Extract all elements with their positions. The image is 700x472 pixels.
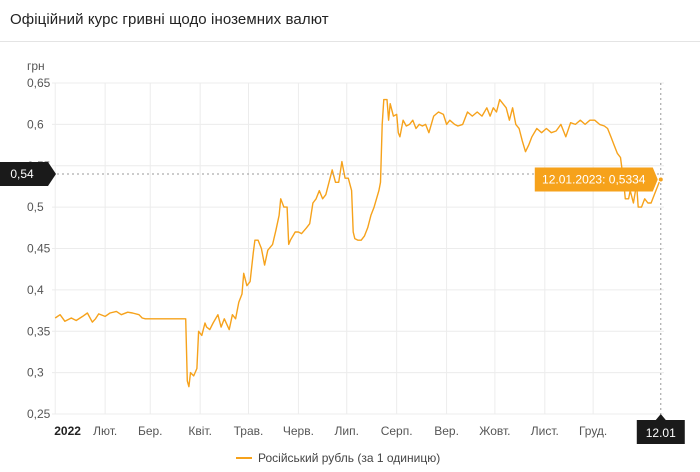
y-crosshair-flag xyxy=(0,162,56,187)
x-tick-label: Лист. xyxy=(531,424,559,438)
axes: 0,250,30,350,40,450,50,550,60,65грн2022Л… xyxy=(27,59,607,438)
crosshair-overlay: 0,54 12.01 12.01.2023: 0,5334 xyxy=(0,83,685,444)
x-tick-label: Бер. xyxy=(138,424,163,438)
exchange-rate-chart[interactable]: 0,250,30,350,40,450,50,550,60,65грн2022Л… xyxy=(0,42,700,472)
x-tick-label: Лют. xyxy=(93,424,117,438)
x-tick-label: Жовт. xyxy=(479,424,510,438)
y-tick-label: 0,5 xyxy=(27,200,44,214)
x-tick-label: Квіт. xyxy=(188,424,212,438)
y-tick-label: 0,25 xyxy=(27,407,51,421)
x-tick-label: Черв. xyxy=(283,424,314,438)
y-tick-label: 0,3 xyxy=(27,366,44,380)
x-tick-label: 2022 xyxy=(54,424,81,438)
x-tick-label: Груд. xyxy=(579,424,607,438)
series-layer xyxy=(54,98,662,388)
y-crosshair-flag-label: 0,54 xyxy=(10,167,34,181)
series-line[interactable] xyxy=(54,98,662,388)
legend-label[interactable]: Російський рубль (за 1 одиницю) xyxy=(258,451,440,465)
chart-header: Офіційний курс гривні щодо іноземних вал… xyxy=(0,0,700,42)
data-tooltip-label: 12.01.2023: 0,5334 xyxy=(542,172,646,186)
x-tick-label: Вер. xyxy=(434,424,459,438)
x-crosshair-flag xyxy=(636,414,685,444)
data-tooltip xyxy=(534,167,658,192)
x-crosshair-flag-label: 12.01 xyxy=(646,426,676,440)
x-tick-label: Трав. xyxy=(234,424,264,438)
hover-point xyxy=(657,176,664,183)
y-tick-label: 0,6 xyxy=(27,117,44,131)
grid xyxy=(52,82,664,415)
y-tick-label: 0,35 xyxy=(27,324,51,338)
y-tick-label: 0,45 xyxy=(27,242,51,256)
page-title: Офіційний курс гривні щодо іноземних вал… xyxy=(10,11,329,28)
legend[interactable]: Російський рубль (за 1 одиницю) xyxy=(236,451,440,465)
x-tick-label: Серп. xyxy=(381,424,413,438)
y-tick-label: 0,4 xyxy=(27,283,44,297)
y-tick-label: 0,65 xyxy=(27,76,51,90)
x-tick-label: Лип. xyxy=(335,424,359,438)
y-axis-label: грн xyxy=(27,59,45,73)
